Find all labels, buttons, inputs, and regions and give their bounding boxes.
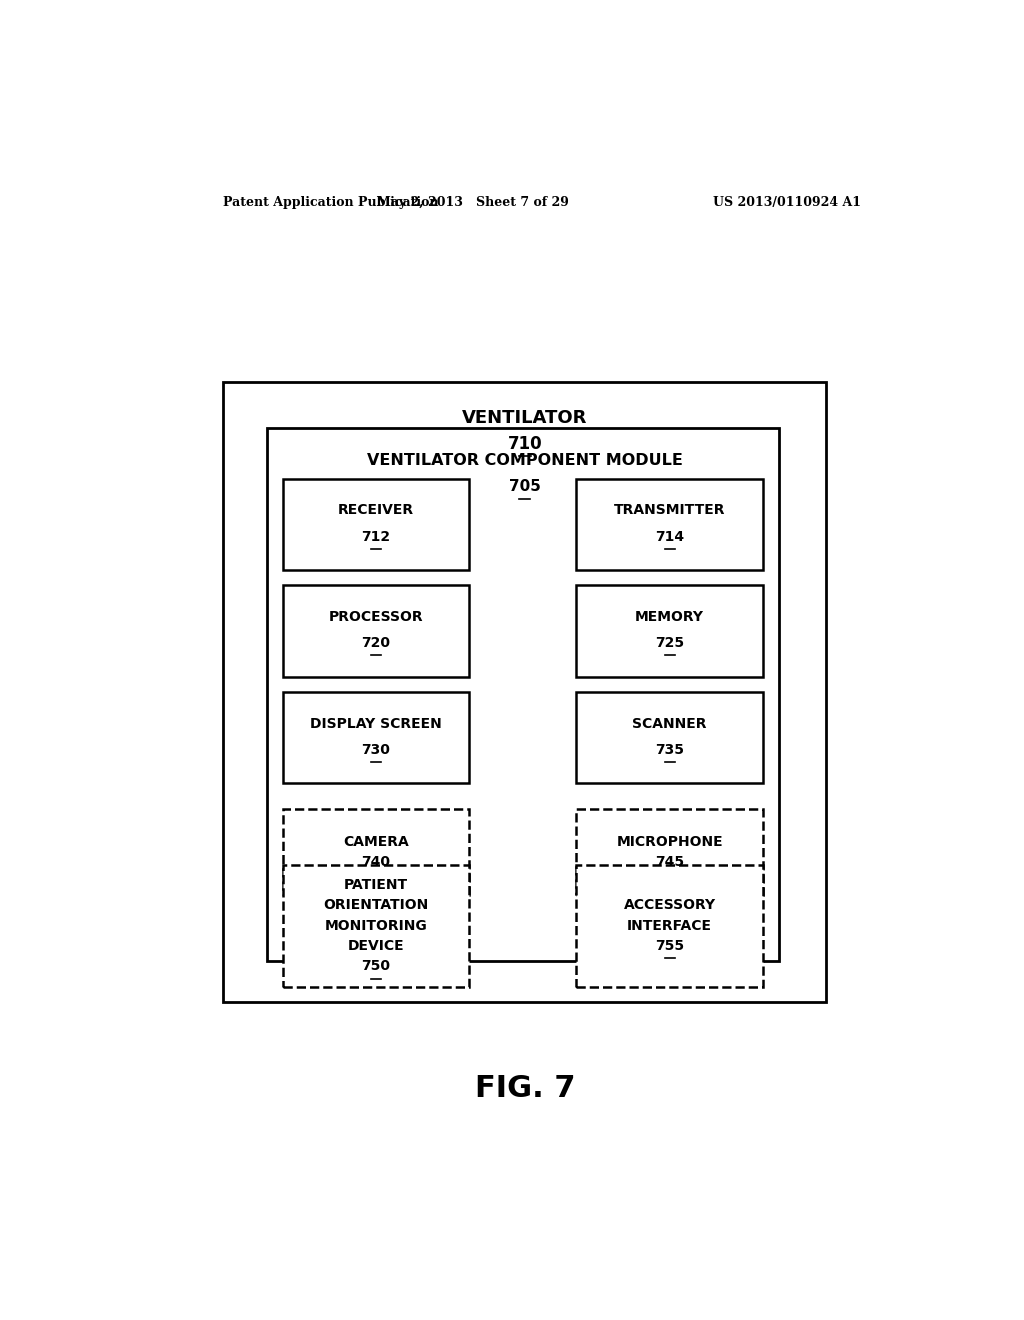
Text: 750: 750 [361, 960, 390, 973]
Text: ORIENTATION: ORIENTATION [324, 899, 429, 912]
Text: TRANSMITTER: TRANSMITTER [613, 503, 725, 517]
Text: RECEIVER: RECEIVER [338, 503, 414, 517]
Bar [267, 428, 778, 961]
Bar [577, 585, 763, 677]
Text: May 2, 2013   Sheet 7 of 29: May 2, 2013 Sheet 7 of 29 [377, 195, 569, 209]
Text: VENTILATOR COMPONENT MODULE: VENTILATOR COMPONENT MODULE [367, 453, 683, 467]
Text: CAMERA: CAMERA [343, 836, 409, 849]
Text: 740: 740 [361, 855, 390, 870]
Text: 735: 735 [655, 743, 684, 756]
Bar [223, 381, 826, 1002]
Text: 714: 714 [655, 529, 684, 544]
Bar [283, 809, 469, 895]
Text: FIG. 7: FIG. 7 [474, 1074, 575, 1104]
Text: PROCESSOR: PROCESSOR [329, 610, 423, 624]
Text: 705: 705 [509, 479, 541, 494]
Text: 720: 720 [361, 636, 390, 651]
Bar [283, 692, 469, 784]
Text: 712: 712 [361, 529, 390, 544]
Text: US 2013/0110924 A1: US 2013/0110924 A1 [713, 195, 861, 209]
Text: PATIENT: PATIENT [344, 878, 408, 892]
Bar [577, 809, 763, 895]
Text: DEVICE: DEVICE [348, 939, 404, 953]
Text: 755: 755 [655, 939, 684, 953]
Text: 725: 725 [655, 636, 684, 651]
Text: ACCESSORY: ACCESSORY [624, 899, 716, 912]
Text: MICROPHONE: MICROPHONE [616, 836, 723, 849]
Text: MEMORY: MEMORY [635, 610, 705, 624]
Bar [283, 865, 469, 987]
Text: 745: 745 [655, 855, 684, 870]
Text: MONITORING: MONITORING [325, 919, 427, 933]
Text: INTERFACE: INTERFACE [627, 919, 712, 933]
Text: 730: 730 [361, 743, 390, 756]
Bar [577, 865, 763, 987]
Bar [283, 479, 469, 570]
Text: Patent Application Publication: Patent Application Publication [223, 195, 438, 209]
Bar [577, 479, 763, 570]
Bar [283, 585, 469, 677]
Bar [577, 692, 763, 784]
Text: SCANNER: SCANNER [633, 717, 707, 730]
Text: 710: 710 [508, 436, 542, 453]
Text: VENTILATOR: VENTILATOR [462, 409, 588, 426]
Text: DISPLAY SCREEN: DISPLAY SCREEN [310, 717, 442, 730]
